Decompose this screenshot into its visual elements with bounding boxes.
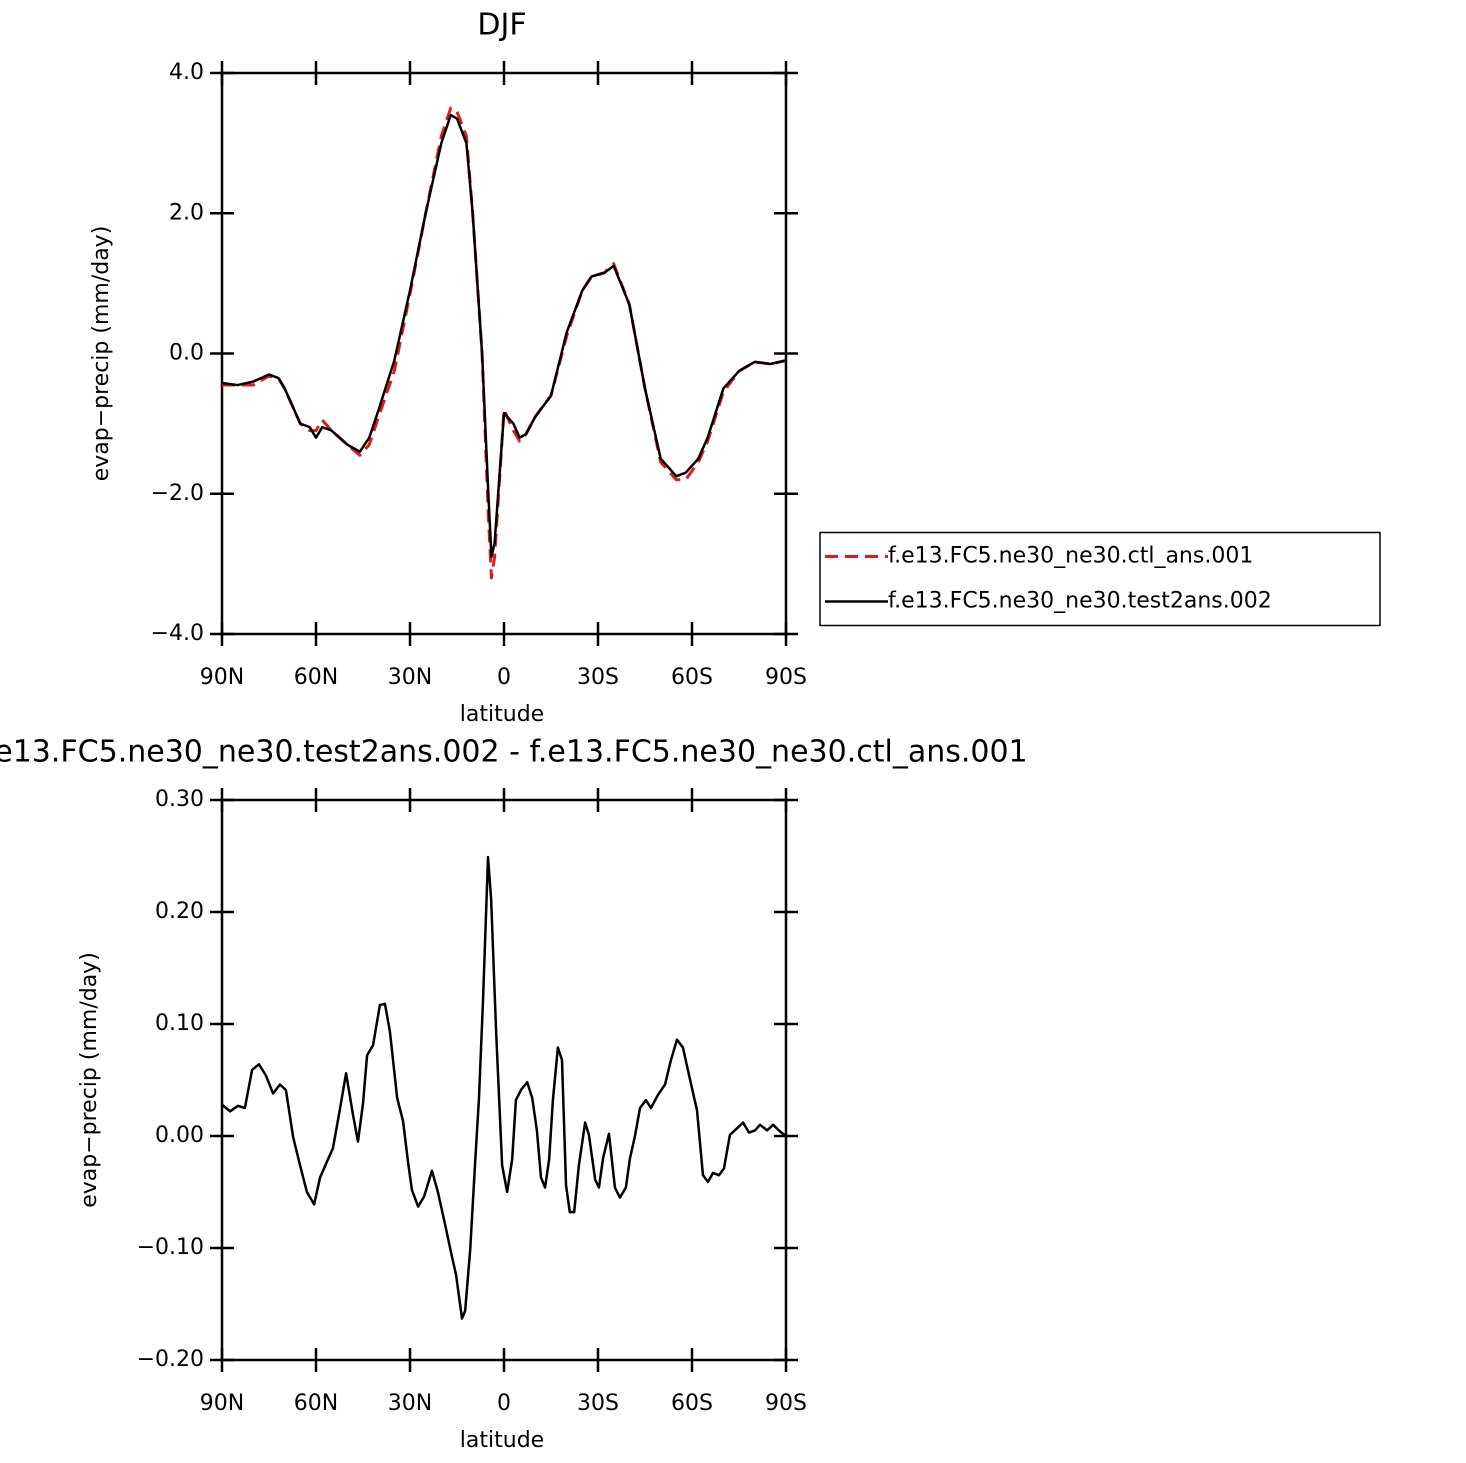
x-tick-label: 30S: [577, 665, 619, 690]
y-tick-label: 0.00: [155, 1123, 204, 1148]
x-tick-label: 60N: [294, 665, 338, 690]
x-tick-label: 90N: [200, 665, 244, 690]
plot-frame: [220, 71, 788, 636]
x-axis-label: latitude: [460, 1428, 544, 1453]
chart-title: DJF: [477, 8, 526, 43]
chart-title: f.e13.FC5.ne30_ne30.test2ans.002 - f.e13…: [0, 735, 1028, 770]
y-tick-label: −2.0: [151, 481, 204, 506]
x-tick-label: 60S: [671, 1391, 713, 1416]
legend-label: f.e13.FC5.ne30_ne30.ctl_ans.001: [888, 544, 1253, 569]
data-line: [222, 106, 787, 580]
y-tick-label: 0.30: [155, 787, 204, 812]
x-tick-label: 30N: [388, 1391, 432, 1416]
y-tick-label: −4.0: [151, 621, 204, 646]
x-tick-label: 90N: [200, 1391, 244, 1416]
x-tick-label: 90S: [765, 1391, 807, 1416]
y-tick-label: 2.0: [169, 200, 204, 225]
y-tick-label: 0.10: [155, 1011, 204, 1036]
x-tick-label: 0: [497, 665, 511, 690]
x-axis-label: latitude: [460, 702, 544, 727]
y-tick-label: −0.20: [137, 1347, 204, 1372]
y-tick-label: −0.10: [137, 1235, 204, 1260]
y-tick-label: 0.20: [155, 899, 204, 924]
legend-label: f.e13.FC5.ne30_ne30.test2ans.002: [888, 589, 1272, 614]
x-tick-label: 60S: [671, 665, 713, 690]
data-line: [221, 113, 787, 559]
y-axis-label: evap−precip (mm/day): [89, 226, 114, 482]
x-tick-label: 90S: [765, 665, 807, 690]
plot-frame: [220, 798, 788, 1362]
y-axis-label: evap−precip (mm/day): [77, 952, 102, 1208]
x-tick-label: 60N: [294, 1391, 338, 1416]
x-tick-label: 30N: [388, 665, 432, 690]
legend-box: [819, 531, 1381, 627]
x-tick-label: 0: [497, 1391, 511, 1416]
y-tick-label: 0.0: [169, 341, 204, 366]
y-tick-label: 4.0: [169, 60, 204, 85]
x-tick-label: 30S: [577, 1391, 619, 1416]
data-line: [221, 855, 787, 1320]
